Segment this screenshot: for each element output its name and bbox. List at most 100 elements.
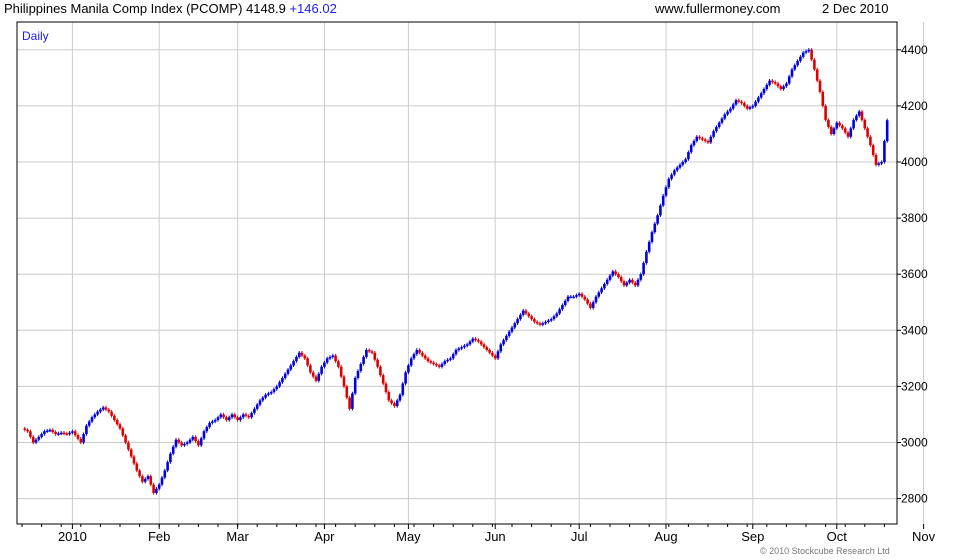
candle-body [356,370,360,378]
candle-body [194,436,197,442]
candle-body [197,441,200,446]
candle-body [877,163,881,165]
candle-body [647,241,651,252]
candle-body [709,136,713,143]
candle-body [239,417,242,421]
candle-body [99,409,102,412]
candle-body [269,392,273,394]
candle-body [661,195,665,206]
candle-body [611,271,615,276]
y-tick-label: 2800 [901,492,928,506]
candle-body [614,271,617,275]
x-tick-label: Nov [912,529,936,544]
candle-body [250,413,253,418]
candle-body [283,373,287,378]
candle-body [317,373,321,381]
candle-body [589,303,592,308]
candle-body [429,361,433,363]
candle-body [376,359,379,367]
chart-date: 2 Dec 2010 [822,1,889,16]
candle-body [673,170,676,175]
candle-body [393,403,396,407]
candle-body [188,439,192,443]
candle-body [664,187,668,196]
candle-body [23,428,27,430]
candle-body [622,281,626,286]
candle-body [759,93,763,98]
candle-body [527,313,531,317]
candle-body [59,432,63,435]
candle-body [118,424,122,429]
candle-body [401,383,405,395]
candle-body [272,389,276,393]
candle-body [465,344,469,346]
candle-body [754,101,757,106]
candle-body [146,476,150,479]
candle-body [345,386,349,398]
candle-body [457,348,461,351]
candle-body [555,313,559,317]
candle-body [309,365,312,373]
candle-body [387,392,391,401]
candle-body [605,279,609,285]
candle-body [222,414,225,418]
candle-body [530,316,533,320]
candle-body [807,49,811,52]
candle-body [241,414,245,418]
candle-body [79,438,83,443]
candle-body [244,414,248,416]
candle-body [799,56,802,62]
candle-body [367,349,371,352]
candle-body [398,394,402,401]
candle-body [804,51,808,53]
candle-body [253,408,256,414]
candle-body [107,409,111,412]
candle-body [479,341,483,345]
candle-body [883,141,886,162]
candle-body [34,439,38,443]
candle-body [278,382,281,387]
x-tick-label: Aug [654,529,677,544]
candle-body [384,383,388,393]
candle-body [493,355,497,359]
candle-body [793,65,797,70]
candle-body [689,145,693,153]
candle-body [857,111,861,116]
candle-body [852,119,855,129]
candle-body [619,277,623,282]
y-tick-label: 3800 [901,211,928,225]
y-tick-label: 4200 [901,99,928,113]
candle-body [418,349,421,353]
candle-body [743,103,746,106]
site-url[interactable]: www.fullermoney.com [655,1,781,16]
x-tick-label: Jul [571,529,588,544]
candle-body [785,83,788,87]
candle-body [415,349,419,355]
candle-body [765,84,769,90]
candle-body [115,420,119,425]
x-tick-label: Feb [148,529,170,544]
candle-body [541,323,545,325]
candle-body [642,262,645,275]
candle-body [813,59,816,70]
candle-body [57,433,60,435]
x-tick-label: Sep [741,529,764,544]
candle-body [860,111,864,120]
candle-body [129,449,133,457]
candle-body [191,436,195,440]
candle-body [65,433,69,435]
candle-body [177,439,181,443]
candle-body [311,372,315,377]
candle-body [247,415,251,418]
candle-body [516,319,519,324]
candle-body [155,488,158,493]
candle-body [348,397,351,409]
candle-body [110,411,113,416]
candle-body [815,69,819,81]
candle-body [552,316,556,320]
candle-body [745,105,749,109]
candle-body [446,359,449,362]
candle-body [300,352,304,356]
candle-body [362,356,365,364]
candle-body [68,432,71,435]
